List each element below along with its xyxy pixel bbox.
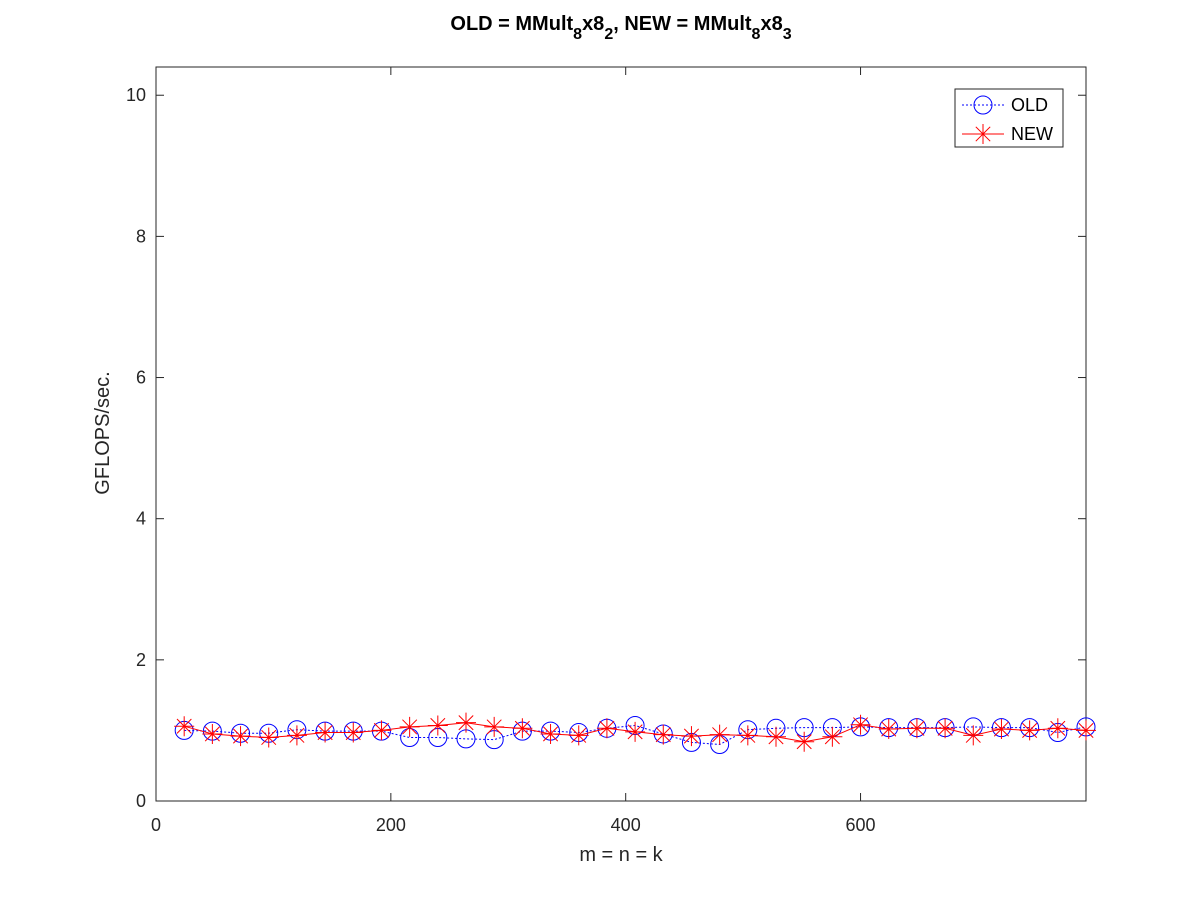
data-point-new xyxy=(427,715,448,736)
x-tick-label: 200 xyxy=(376,815,406,835)
data-point-new xyxy=(794,731,815,752)
data-point-new xyxy=(456,712,476,733)
legend: OLD NEW xyxy=(954,88,1064,148)
data-point-new xyxy=(1047,718,1068,739)
data-point-new xyxy=(878,719,899,740)
legend-marker-new xyxy=(973,124,993,144)
data-point-new xyxy=(286,725,307,746)
plot-area xyxy=(155,66,1087,802)
data-point-new xyxy=(202,723,223,744)
data-point-new xyxy=(174,716,195,737)
x-tick-label: 400 xyxy=(611,815,641,835)
y-tick-label: 2 xyxy=(136,650,146,670)
title-mid-2: , NEW = MMult xyxy=(613,13,752,35)
data-point-new xyxy=(258,727,279,748)
legend-label: NEW xyxy=(1011,124,1053,144)
series-new xyxy=(174,712,1096,752)
data-point-new xyxy=(1076,720,1096,741)
data-point-new xyxy=(230,726,251,747)
data-point-new xyxy=(737,725,758,746)
data-point-new xyxy=(850,714,871,735)
y-tick-label: 8 xyxy=(136,226,146,246)
data-point-new xyxy=(568,725,589,746)
x-axis-label: m = n = k xyxy=(579,844,663,866)
data-point-new xyxy=(653,724,674,745)
data-point-new xyxy=(625,721,646,742)
title-mid-3: x8 xyxy=(760,13,782,35)
data-point-new xyxy=(371,720,392,741)
data-point-new xyxy=(596,718,617,739)
y-tick-label: 10 xyxy=(126,85,146,105)
title-sub-2: 2 xyxy=(604,26,613,43)
y-tick-label: 0 xyxy=(136,791,146,811)
data-point-new xyxy=(512,718,533,739)
data-point-new xyxy=(315,722,336,743)
data-point-new xyxy=(935,718,956,739)
title-sub-3: 8 xyxy=(752,26,761,43)
data-point-new xyxy=(343,722,364,743)
y-tick-label: 6 xyxy=(136,368,146,388)
y-tick-label: 4 xyxy=(136,509,146,529)
chart-title: OLD = MMult8x82, NEW = MMult8x83 xyxy=(450,13,791,43)
legend-entry-new: NEW xyxy=(962,124,1053,144)
data-point-new xyxy=(906,718,927,739)
axes: 0 200 400 600 0 2 4 6 8 10 xyxy=(126,66,1087,835)
data-point-new xyxy=(540,723,561,744)
y-axis-label: GFLOPS/sec. xyxy=(92,371,114,494)
legend-marker-old xyxy=(973,95,993,115)
x-tick-label: 600 xyxy=(846,815,876,835)
title-mid-1: x8 xyxy=(582,13,604,35)
title-sub-4: 3 xyxy=(783,26,792,43)
data-point-new xyxy=(822,726,843,747)
data-point-new xyxy=(991,719,1012,740)
data-point-new xyxy=(399,716,420,737)
data-point-new xyxy=(709,724,730,745)
data-point-new xyxy=(484,716,505,737)
data-point-new xyxy=(681,726,702,747)
x-tick-label: 0 xyxy=(151,815,161,835)
data-point-new xyxy=(963,725,984,746)
series-layer xyxy=(174,712,1096,755)
legend-entry-old: OLD xyxy=(962,95,1048,115)
legend-label: OLD xyxy=(1011,95,1048,115)
legend-box xyxy=(954,88,1064,148)
title-sub-1: 8 xyxy=(573,26,582,43)
data-point-new xyxy=(766,726,786,747)
data-point-new xyxy=(1019,720,1040,741)
title-prefix: OLD = MMult xyxy=(450,13,573,35)
